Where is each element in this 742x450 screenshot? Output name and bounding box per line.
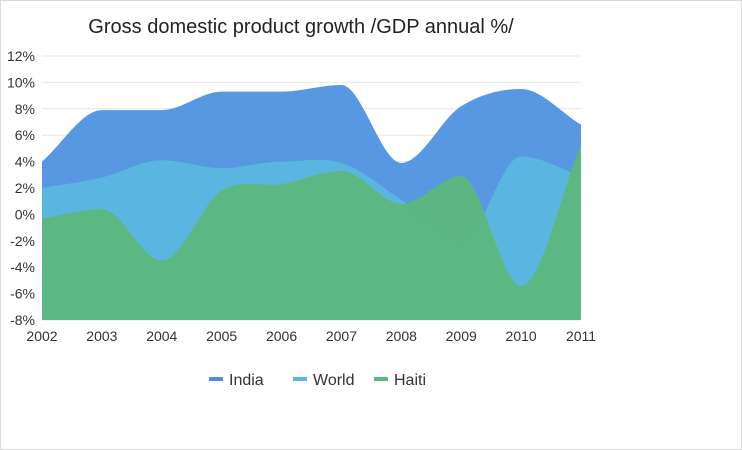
x-tick-label: 2009 (446, 328, 477, 344)
y-tick-label: -8% (10, 312, 35, 328)
legend-label-india: India (229, 372, 264, 389)
legend-label-world: World (313, 372, 355, 389)
y-tick-label: -2% (10, 233, 35, 249)
x-tick-label: 2010 (506, 328, 537, 344)
chart-title: Gross domestic product growth /GDP annua… (88, 16, 514, 38)
x-tick-label: 2004 (146, 328, 177, 344)
y-tick-label: 2% (15, 180, 35, 196)
series-areas (42, 85, 581, 320)
x-tick-label: 2005 (206, 328, 237, 344)
x-tick-label: 2011 (566, 328, 596, 344)
y-axis-ticks: 12% 10% 8% 6% 4% 2% 0% -2% -4% -6% -8% (7, 48, 35, 328)
legend: India World Haiti (209, 372, 426, 389)
y-tick-label: -6% (10, 286, 35, 302)
x-tick-label: 2008 (386, 328, 417, 344)
y-tick-label: 6% (15, 127, 35, 143)
x-tick-label: 2007 (326, 328, 357, 344)
y-tick-label: 4% (15, 154, 35, 170)
y-tick-label: 10% (7, 74, 35, 90)
y-tick-label: 12% (7, 48, 35, 64)
y-tick-label: 8% (15, 101, 35, 117)
y-tick-label: -4% (10, 259, 35, 275)
x-tick-label: 2006 (266, 328, 297, 344)
x-tick-label: 2003 (86, 328, 117, 344)
x-axis-ticks: 2002 2003 2004 2005 2006 2007 2008 2009 2010 2011 (26, 328, 596, 344)
series-area-haiti (42, 144, 581, 320)
legend-label-haiti: Haiti (394, 372, 426, 389)
y-tick-label: 0% (15, 206, 35, 222)
x-tick-label: 2002 (26, 328, 57, 344)
